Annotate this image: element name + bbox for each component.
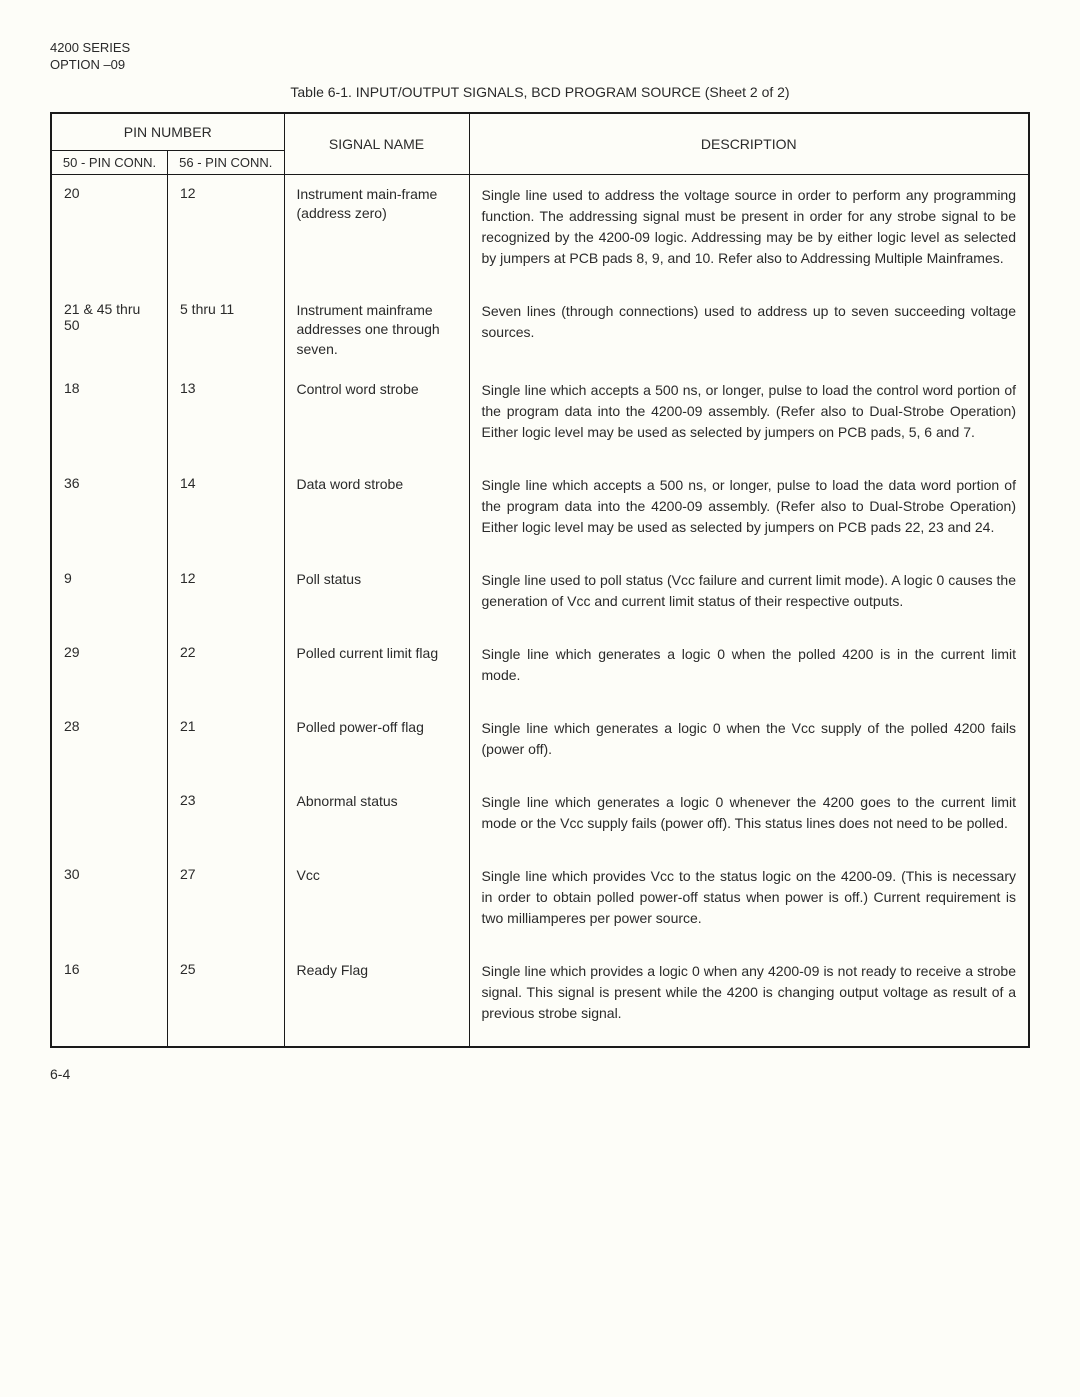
doc-header: 4200 SERIES OPTION –09 (50, 40, 1030, 74)
cell-pin50: 20 (51, 174, 168, 291)
cell-description: Single line used to address the voltage … (469, 174, 1029, 291)
cell-pin56: 25 (168, 951, 285, 1047)
cell-pin50: 30 (51, 856, 168, 951)
cell-pin56: 13 (168, 370, 285, 465)
cell-pin50: 18 (51, 370, 168, 465)
cell-description: Single line which accepts a 500 ns, or l… (469, 465, 1029, 560)
option-label: OPTION –09 (50, 57, 125, 72)
cell-signal: Control word strobe (284, 370, 469, 465)
cell-pin56: 14 (168, 465, 285, 560)
cell-signal: Vcc (284, 856, 469, 951)
col-pin50: 50 - PIN CONN. (51, 150, 168, 174)
col-signal-name: SIGNAL NAME (284, 113, 469, 175)
cell-pin50 (51, 782, 168, 856)
cell-signal: Polled current limit flag (284, 634, 469, 708)
table-row: 23Abnormal statusSingle line which gener… (51, 782, 1029, 856)
cell-pin56: 21 (168, 708, 285, 782)
cell-pin56: 5 thru 11 (168, 291, 285, 370)
cell-pin50: 29 (51, 634, 168, 708)
cell-description: Single line which accepts a 500 ns, or l… (469, 370, 1029, 465)
cell-signal: Abnormal status (284, 782, 469, 856)
series-label: 4200 SERIES (50, 40, 130, 55)
table-row: 2922Polled current limit flagSingle line… (51, 634, 1029, 708)
table-row: 912Poll statusSingle line used to poll s… (51, 560, 1029, 634)
table-row: 1625Ready FlagSingle line which provides… (51, 951, 1029, 1047)
cell-signal: Data word strobe (284, 465, 469, 560)
cell-pin50: 36 (51, 465, 168, 560)
table-row: 1813Control word strobeSingle line which… (51, 370, 1029, 465)
cell-description: Single line which generates a logic 0 wh… (469, 782, 1029, 856)
col-description: DESCRIPTION (469, 113, 1029, 175)
cell-description: Single line which provides Vcc to the st… (469, 856, 1029, 951)
cell-description: Single line which generates a logic 0 wh… (469, 708, 1029, 782)
cell-description: Seven lines (through connections) used t… (469, 291, 1029, 370)
table-row: 21 & 45 thru 505 thru 11Instrument mainf… (51, 291, 1029, 370)
table-row: 2012Instrument main-frame (address zero)… (51, 174, 1029, 291)
cell-pin56: 12 (168, 560, 285, 634)
page-number: 6-4 (50, 1066, 1030, 1082)
cell-signal: Polled power-off flag (284, 708, 469, 782)
cell-pin50: 16 (51, 951, 168, 1047)
table-row: 3027VccSingle line which provides Vcc to… (51, 856, 1029, 951)
cell-signal: Instrument main-frame (address zero) (284, 174, 469, 291)
cell-pin56: 12 (168, 174, 285, 291)
col-pin-number: PIN NUMBER (51, 113, 284, 151)
cell-pin50: 9 (51, 560, 168, 634)
cell-pin50: 21 & 45 thru 50 (51, 291, 168, 370)
table-row: 2821Polled power-off flagSingle line whi… (51, 708, 1029, 782)
cell-description: Single line which provides a logic 0 whe… (469, 951, 1029, 1047)
cell-pin56: 22 (168, 634, 285, 708)
signals-table: PIN NUMBER SIGNAL NAME DESCRIPTION 50 - … (50, 112, 1030, 1048)
col-pin56: 56 - PIN CONN. (168, 150, 285, 174)
table-caption: Table 6-1. INPUT/OUTPUT SIGNALS, BCD PRO… (50, 84, 1030, 100)
cell-pin50: 28 (51, 708, 168, 782)
cell-signal: Ready Flag (284, 951, 469, 1047)
table-row: 3614Data word strobeSingle line which ac… (51, 465, 1029, 560)
cell-signal: Instrument mainframe addresses one throu… (284, 291, 469, 370)
cell-pin56: 23 (168, 782, 285, 856)
cell-description: Single line which generates a logic 0 wh… (469, 634, 1029, 708)
cell-pin56: 27 (168, 856, 285, 951)
cell-description: Single line used to poll status (Vcc fai… (469, 560, 1029, 634)
cell-signal: Poll status (284, 560, 469, 634)
